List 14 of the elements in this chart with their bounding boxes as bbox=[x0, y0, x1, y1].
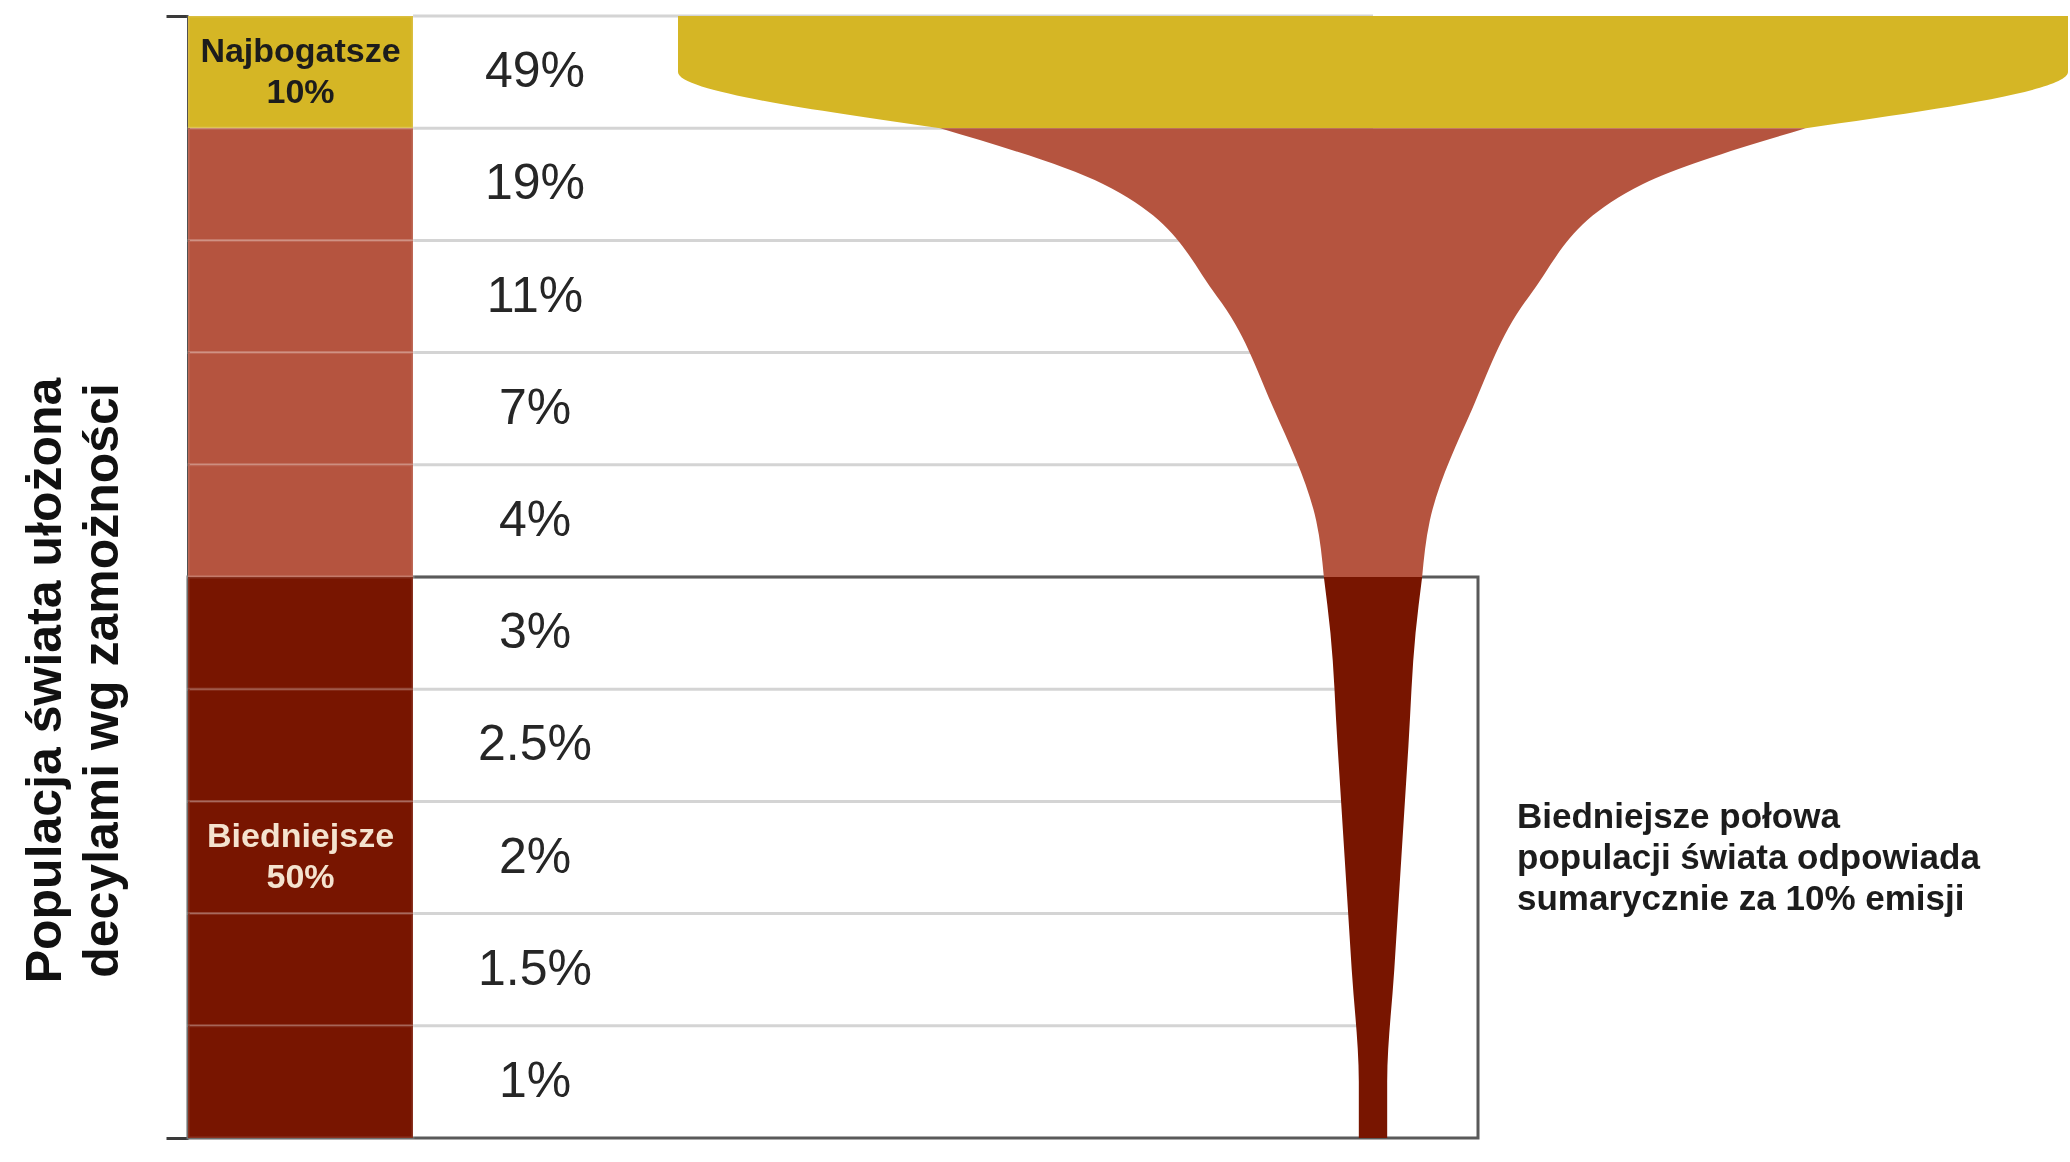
data-label: 11% bbox=[486, 266, 584, 323]
data-label: 1% bbox=[498, 1051, 572, 1108]
data-label: 4% bbox=[498, 490, 572, 547]
data-label: 2% bbox=[498, 827, 572, 884]
text: Biedniejsze połowa populacji świata odpowiada sumarycznie za 10% emisji bbox=[1517, 795, 1981, 917]
data-label: 3% bbox=[498, 603, 572, 660]
data-label: 2.5% bbox=[478, 715, 592, 772]
data-label: 7% bbox=[498, 378, 572, 435]
data-label: 1.5% bbox=[478, 939, 592, 996]
text: Populacja świata ułożona decylami wg zamożności bbox=[15, 376, 129, 984]
data-label: 49% bbox=[484, 42, 586, 99]
text: Najbogatsze 10% bbox=[200, 30, 401, 110]
data-label: 19% bbox=[484, 154, 586, 211]
text: Biedniejsze 50% bbox=[206, 816, 395, 895]
